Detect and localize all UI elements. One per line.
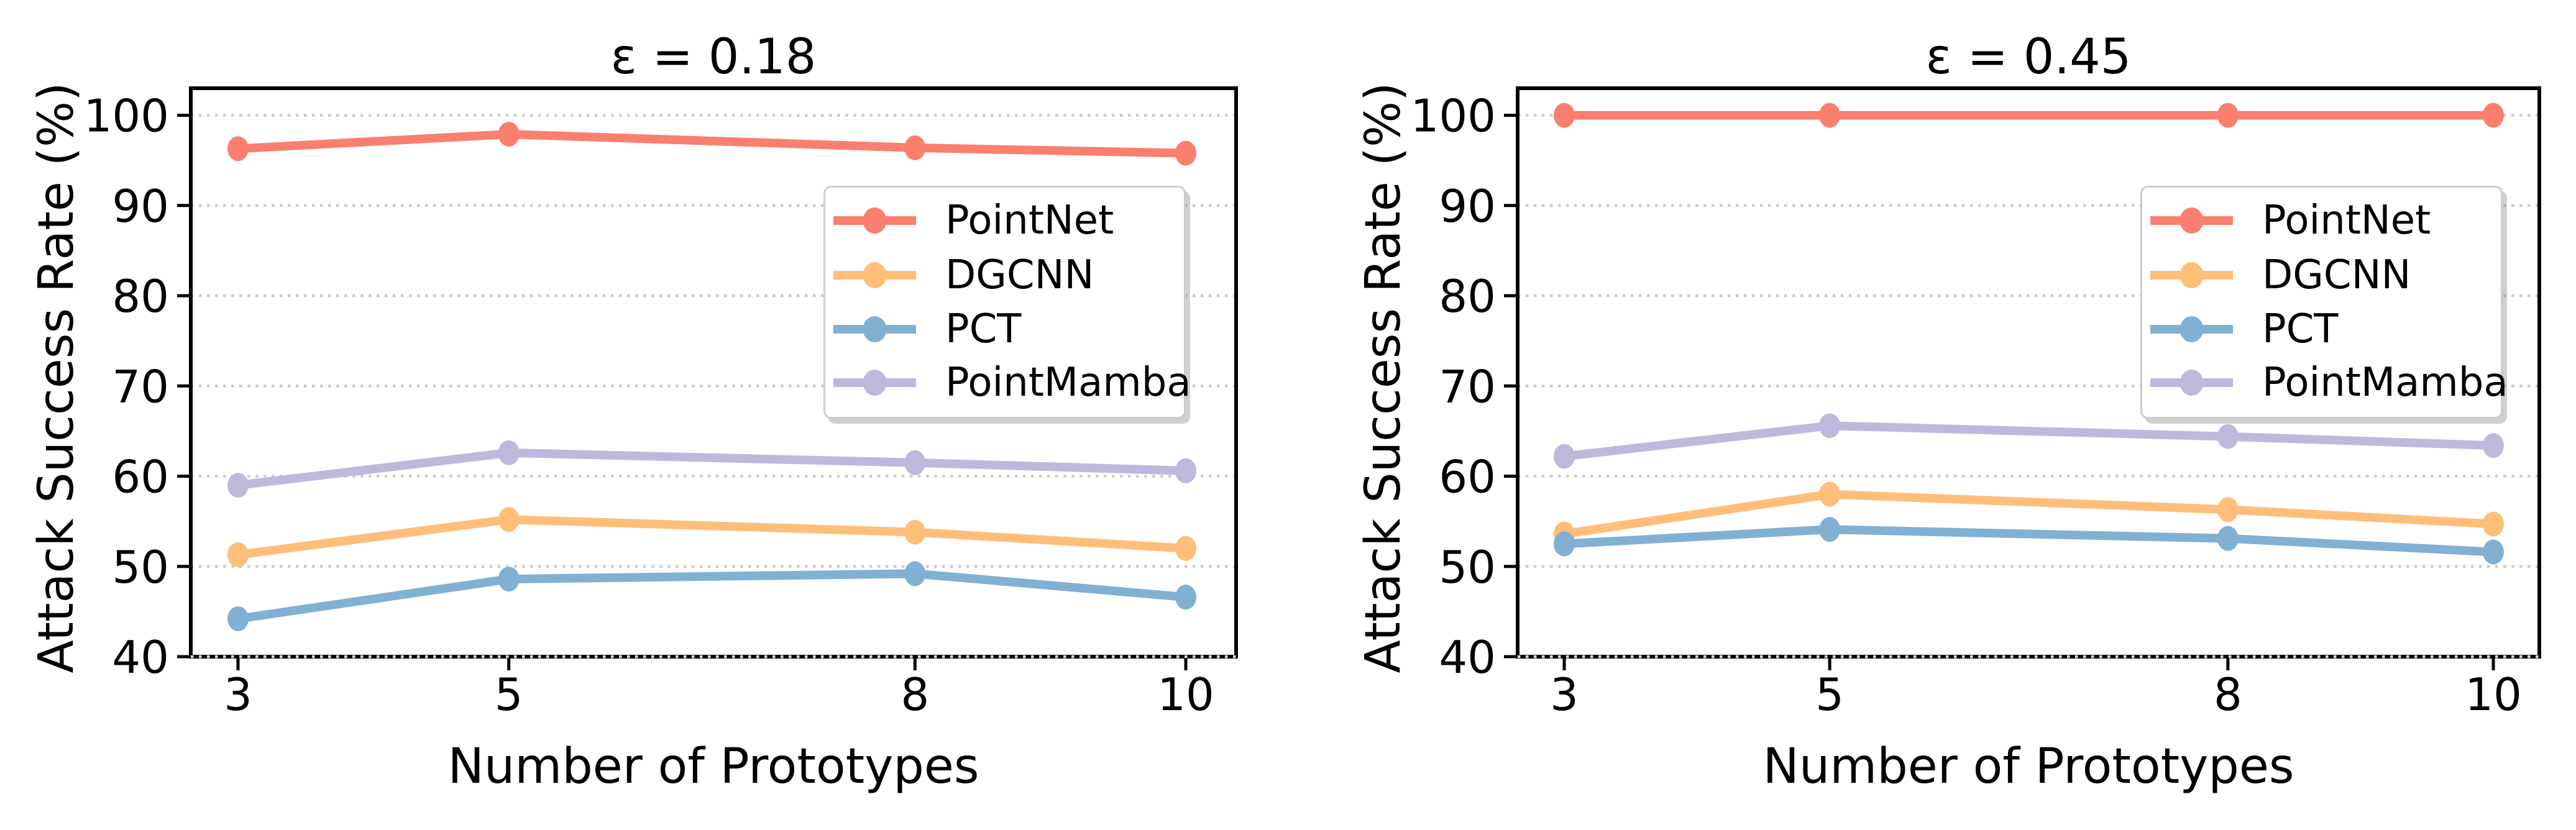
marker-pointnet-x3 [1554, 103, 1575, 128]
series-line-pointmamba [1560, 421, 2498, 461]
series-layer [227, 103, 2504, 631]
marker-dgcnn-x5 [1819, 481, 1841, 507]
marker-pct-x8 [904, 561, 926, 586]
legend-panel2: PointNet DGCNN PCT PointMamba [2140, 186, 2508, 419]
marker-pointmamba-x8 [2217, 424, 2239, 449]
series-line-pct [234, 569, 1190, 623]
legend-label-pct: PCT [2262, 306, 2339, 352]
marker-pct-x3 [1554, 531, 1575, 557]
xtick-label-3: 3 [224, 668, 252, 721]
ytick-label-40: 40 [112, 631, 169, 683]
legend-item-pointnet: PointNet [833, 198, 1114, 244]
legend-marker-pointmamba [833, 370, 916, 396]
xtick-label-8: 8 [2214, 668, 2242, 721]
legend-label-pointnet: PointNet [2262, 198, 2431, 244]
marker-pointnet-x10 [1175, 140, 1196, 166]
legend-marker-pct [833, 316, 916, 342]
panel2-title: ε = 0.45 [1926, 29, 2132, 85]
xtick-label-10: 10 [2465, 668, 2522, 721]
axes-frame [189, 86, 1238, 659]
marker-pct-x5 [498, 567, 520, 592]
ytick-label-60: 60 [112, 451, 169, 503]
legend-marker-pointnet [833, 208, 916, 234]
marker-pct-x8 [2217, 526, 2239, 551]
marker-pointmamba-x10 [2483, 433, 2504, 458]
series-line-dgcnn [1560, 490, 2498, 539]
xtick-label-3: 3 [1550, 668, 1579, 721]
marker-dgcnn-x10 [2483, 511, 2504, 537]
marker-dgcnn-x8 [2217, 497, 2239, 522]
legend-label-dgcnn: DGCNN [2262, 252, 2411, 298]
marker-dgcnn-x3 [227, 542, 249, 567]
marker-pct-x10 [1175, 585, 1196, 610]
marker-pointnet-x10 [2483, 103, 2504, 128]
ytick-label-40: 40 [1439, 631, 1496, 683]
ytick-label-90: 90 [112, 180, 169, 232]
xtick-label-10: 10 [1157, 668, 1214, 721]
legend-label-pointmamba: PointMamba [945, 360, 1191, 406]
marker-pointnet-x8 [2217, 103, 2239, 128]
legend-item-pct: PCT [833, 306, 1021, 352]
ytick-label-80: 80 [1439, 270, 1496, 322]
legend-marker-pointnet [2150, 208, 2233, 234]
ytick-label-80: 80 [112, 270, 169, 322]
panel1-xaxis-label: Number of Prototypes [447, 739, 979, 795]
marker-dgcnn-x10 [1175, 536, 1196, 561]
legend-item-pointmamba: PointMamba [833, 360, 1191, 406]
marker-pointnet-x8 [904, 135, 926, 160]
panel1-yaxis-label: Attack Success Rate (%) [29, 82, 85, 673]
marker-pointnet-x5 [498, 122, 520, 147]
series-line-pct [1560, 525, 2498, 557]
marker-dgcnn-x8 [904, 519, 926, 545]
marker-pointnet-x5 [1819, 103, 1841, 128]
tick-labels-layer: 40 50 60 70 80 90 100 3 5 8 10 40 50 60 70 80 90 100 3 5 8 10 [84, 90, 2522, 721]
legend-label-dgcnn: DGCNN [945, 252, 1094, 298]
xtick-label-5: 5 [495, 668, 523, 721]
marker-pointmamba-x10 [1175, 458, 1196, 483]
series-line-pointnet [234, 130, 1190, 158]
legend-marker-pct [2150, 316, 2233, 342]
marker-pct-x3 [227, 606, 249, 631]
legend-marker-dgcnn [833, 262, 916, 288]
legend-label-pct: PCT [945, 306, 1022, 352]
panel2-xaxis-label: Number of Prototypes [1762, 739, 2294, 795]
marker-pointnet-x3 [227, 136, 249, 162]
legend-item-pointmamba: PointMamba [2150, 360, 2508, 406]
marker-pointmamba-x3 [1554, 444, 1575, 469]
legend-item-pct: PCT [2150, 306, 2338, 352]
ytick-label-50: 50 [1439, 541, 1496, 593]
legend-item-dgcnn: DGCNN [2150, 252, 2411, 298]
marker-pointmamba-x3 [227, 473, 249, 498]
ytick-label-100: 100 [84, 90, 169, 142]
marker-pointmamba-x5 [498, 440, 520, 465]
legend-label-pointmamba: PointMamba [2262, 360, 2508, 406]
marker-pointmamba-x5 [1819, 413, 1841, 439]
ytick-label-50: 50 [112, 541, 169, 593]
legend-item-dgcnn: DGCNN [833, 252, 1094, 298]
marker-dgcnn-x5 [498, 507, 520, 532]
legend-label-pointnet: PointNet [945, 198, 1114, 244]
legend-item-pointnet: PointNet [2150, 198, 2431, 244]
xtick-label-8: 8 [901, 668, 929, 721]
ytick-label-60: 60 [1439, 451, 1496, 503]
ytick-label-70: 70 [1439, 360, 1496, 413]
marker-pct-x10 [2483, 539, 2504, 565]
ytick-label-90: 90 [1439, 180, 1496, 232]
legend-panel1: PointNet DGCNN PCT PointMamba [823, 186, 1191, 419]
marker-pointmamba-x8 [904, 450, 926, 475]
ytick-label-70: 70 [112, 360, 169, 413]
axes-frame-layer [177, 86, 2541, 670]
series-line-pointmamba [234, 448, 1190, 490]
legend-marker-pointmamba [2150, 370, 2233, 396]
xtick-label-5: 5 [1815, 668, 1844, 721]
panel1-title: ε = 0.18 [611, 29, 817, 85]
marker-pct-x5 [1819, 517, 1841, 542]
series-line-dgcnn [234, 515, 1190, 559]
ytick-label-100: 100 [1411, 90, 1496, 142]
panel2-yaxis-label: Attack Success Rate (%) [1355, 82, 1411, 673]
legend-marker-dgcnn [2150, 262, 2233, 288]
